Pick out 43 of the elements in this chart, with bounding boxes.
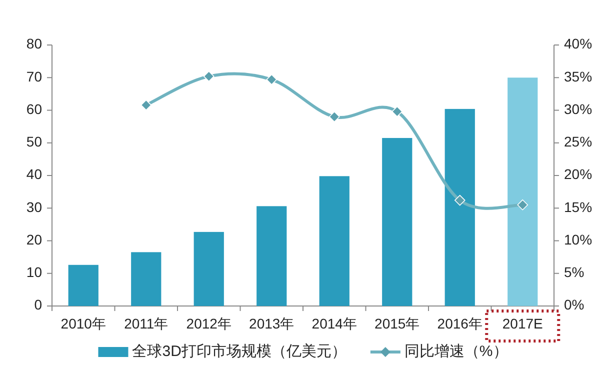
y-tick-label: 0: [34, 296, 42, 313]
y-tick-label: 30: [26, 198, 42, 215]
point: [140, 100, 152, 110]
y2-tick-label: 5%: [564, 264, 584, 280]
y-tick-label: 40: [26, 166, 42, 182]
bar: [319, 176, 350, 306]
x-tick-label: 2017E: [502, 316, 543, 332]
point: [392, 106, 403, 117]
y2-tick-label: 10%: [564, 231, 592, 248]
y2-tick-label: 25%: [564, 134, 592, 150]
x-tick-label: 2013年: [249, 316, 294, 332]
y-tick-label: 60: [26, 100, 42, 117]
y2-tick-label: 40%: [564, 36, 592, 52]
x-tick-label: 2014年: [312, 316, 357, 332]
legend-label: 全球3D打印市场规模（亿美元）: [132, 342, 346, 360]
point: [266, 74, 278, 85]
bar: [382, 138, 412, 306]
y-tick-label: 80: [26, 36, 42, 52]
y2-tick-label: 20%: [564, 166, 592, 182]
y-tick-label: 20: [26, 231, 42, 248]
x-tick-label: 2011年: [124, 316, 168, 332]
y-tick-label: 70: [26, 68, 42, 84]
point: [454, 194, 466, 206]
y2-tick-label: 15%: [564, 198, 592, 215]
point: [517, 199, 528, 210]
point: [328, 111, 340, 122]
y2-tick-label: 0%: [564, 296, 584, 313]
y-tick-label: 10: [26, 264, 42, 280]
legend-label: 同比增速（%）: [404, 342, 508, 360]
point: [203, 70, 214, 82]
bar: [444, 108, 475, 306]
y2-tick-label: 35%: [564, 68, 592, 84]
bar: [194, 232, 224, 306]
bar: [508, 78, 538, 306]
x-tick-label: 2015年: [374, 316, 420, 332]
bar: [68, 264, 98, 306]
x-tick-label: 2012年: [186, 316, 232, 332]
y2-tick-label: 30%: [564, 100, 592, 117]
bar: [256, 206, 287, 306]
x-tick-label: 2016年: [437, 316, 482, 332]
bar: [131, 252, 162, 306]
y-tick-label: 50: [26, 134, 42, 150]
x-tick-label: 2010年: [60, 316, 106, 332]
